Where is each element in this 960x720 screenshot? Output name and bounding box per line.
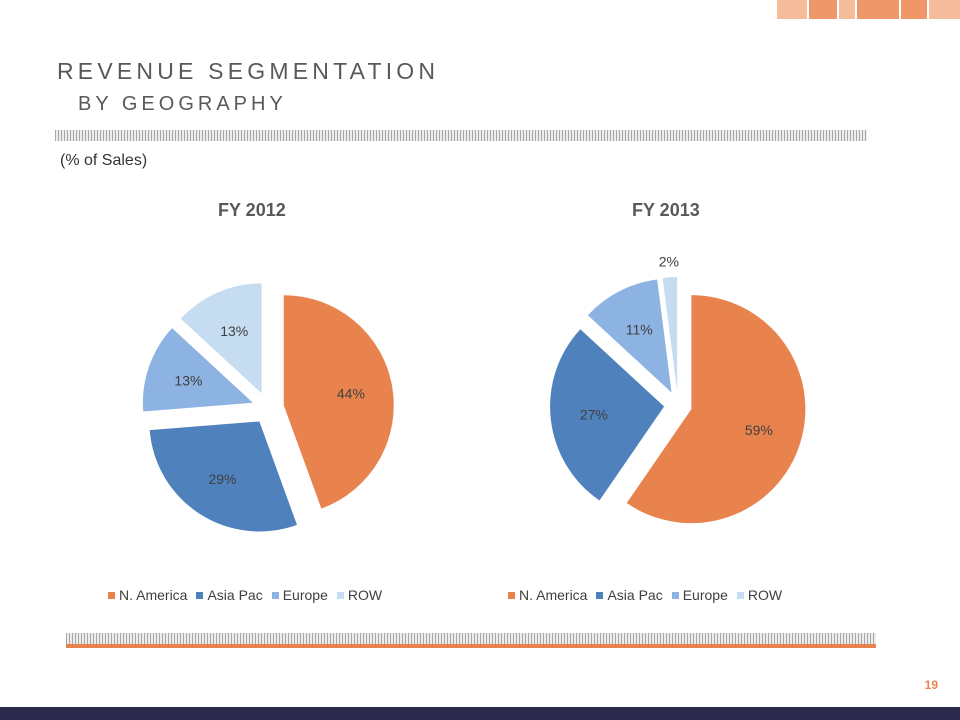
data-label: 44% (337, 385, 365, 401)
legend-fy2013: N. America Asia Pac Europe ROW (508, 587, 791, 603)
legend-swatch (671, 591, 679, 599)
pie-slice-asia-pac (550, 329, 665, 501)
legend-label: Asia Pac (607, 587, 663, 603)
chart-title-fy2012: FY 2012 (218, 200, 286, 220)
legend-label: N. America (519, 587, 588, 603)
legend-label: ROW (747, 587, 783, 603)
data-label: 27% (580, 406, 608, 422)
pie-slice-europe (142, 328, 253, 412)
footer-bar (0, 707, 960, 720)
legend-label: Asia Pac (207, 587, 263, 603)
legend-swatch (196, 591, 204, 599)
pie-slice-n-america (283, 295, 394, 509)
title-divider (55, 130, 867, 141)
legend-item: Asia Pac (196, 587, 263, 603)
legend-label: Europe (282, 587, 328, 603)
legend-item: N. America (108, 587, 187, 603)
legend-item: N. America (508, 587, 587, 603)
data-label: 11% (626, 322, 653, 338)
legend-swatch (736, 591, 744, 599)
legend-label: N. America (119, 587, 188, 603)
page-number: 19 (924, 678, 938, 692)
pie-slice-n-america (626, 295, 806, 524)
pie-slice-row (662, 277, 678, 392)
data-label: 13% (174, 372, 202, 388)
page-subtitle: BY GEOGRAPHY (78, 93, 287, 115)
legend-swatch (271, 591, 279, 599)
legend-item: Asia Pac (596, 587, 663, 603)
legend-swatch (596, 591, 604, 599)
legend-swatch (336, 591, 344, 599)
legend-label: Europe (682, 587, 728, 603)
bottom-divider (66, 633, 876, 644)
legend-label: ROW (347, 587, 383, 603)
data-label: 29% (208, 471, 236, 487)
legend-fy2012: N. America Asia Pac Europe ROW (108, 587, 391, 603)
pie-slice-asia-pac (149, 421, 297, 532)
pie-slice-europe (587, 279, 672, 393)
data-label: 59% (745, 422, 773, 438)
data-label: 13% (220, 323, 248, 339)
accent-line (66, 644, 876, 648)
data-label: 2% (659, 253, 679, 269)
legend-swatch (508, 591, 515, 599)
legend-item: ROW (736, 587, 783, 603)
legend-item: Europe (671, 587, 728, 603)
pie-slice-row (180, 283, 262, 394)
units-note: (% of Sales) (60, 152, 148, 169)
legend-item: Europe (271, 587, 328, 603)
chart-title-fy2013: FY 2013 (632, 200, 700, 220)
legend-item: ROW (336, 587, 383, 603)
legend-swatch (108, 591, 115, 599)
page-title: REVENUE SEGMENTATION (57, 58, 440, 84)
